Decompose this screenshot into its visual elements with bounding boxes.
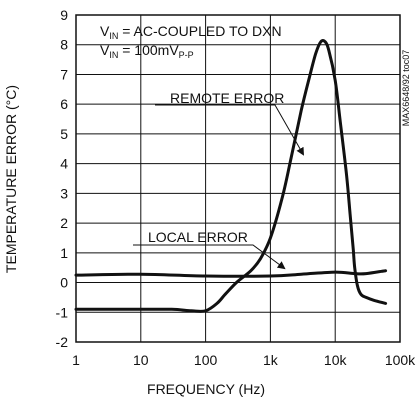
x-tick-label: 100k	[385, 352, 416, 368]
y-tick-label: 1	[60, 245, 68, 261]
series-line-remote-error	[74, 38, 388, 313]
y-axis-label: TEMPERATURE ERROR (°C)	[3, 85, 19, 273]
annotation-local-error: LOCAL ERROR	[148, 229, 248, 245]
y-tick-labels: -2 -1 0 1 2 3 4 5 6 7 8 9	[56, 7, 69, 350]
x-tick-labels: 1 10 100 1k 10k 100k	[72, 352, 416, 368]
series-lines	[74, 38, 388, 313]
y-tick-label: 9	[60, 7, 68, 23]
y-tick-label: -2	[56, 334, 69, 350]
y-tick-label: 7	[60, 66, 68, 82]
y-tick-label: 6	[60, 96, 68, 112]
annotation-local-error-pointer	[133, 244, 286, 270]
x-tick-label: 100	[194, 352, 218, 368]
x-tick-label: 10	[133, 352, 149, 368]
x-tick-label: 1	[72, 352, 80, 368]
series-line-local-error	[74, 269, 388, 278]
plot-frame	[75, 14, 401, 343]
y-tick-label: 3	[60, 185, 68, 201]
grid	[75, 14, 401, 343]
y-tick-label: 5	[60, 126, 68, 142]
condition-vin-amplitude: VIN = 100mVP-P	[100, 42, 194, 60]
condition-vin-coupling: VIN = AC-COUPLED TO DXN	[100, 23, 282, 41]
y-tick-label: 2	[60, 215, 68, 231]
y-tick-label: -1	[56, 304, 69, 320]
annotation-remote-error: REMOTE ERROR	[170, 90, 284, 106]
y-tick-label: 8	[60, 37, 68, 53]
y-tick-label: 4	[60, 156, 68, 172]
x-tick-label: 10k	[324, 352, 348, 368]
x-axis-label: FREQUENCY (Hz)	[147, 381, 265, 397]
x-tick-label: 1k	[263, 352, 279, 368]
y-tick-label: 0	[60, 275, 68, 291]
annotation-remote-error-pointer	[155, 104, 304, 156]
figure-code: MAX6648/92 toc07	[401, 50, 411, 127]
